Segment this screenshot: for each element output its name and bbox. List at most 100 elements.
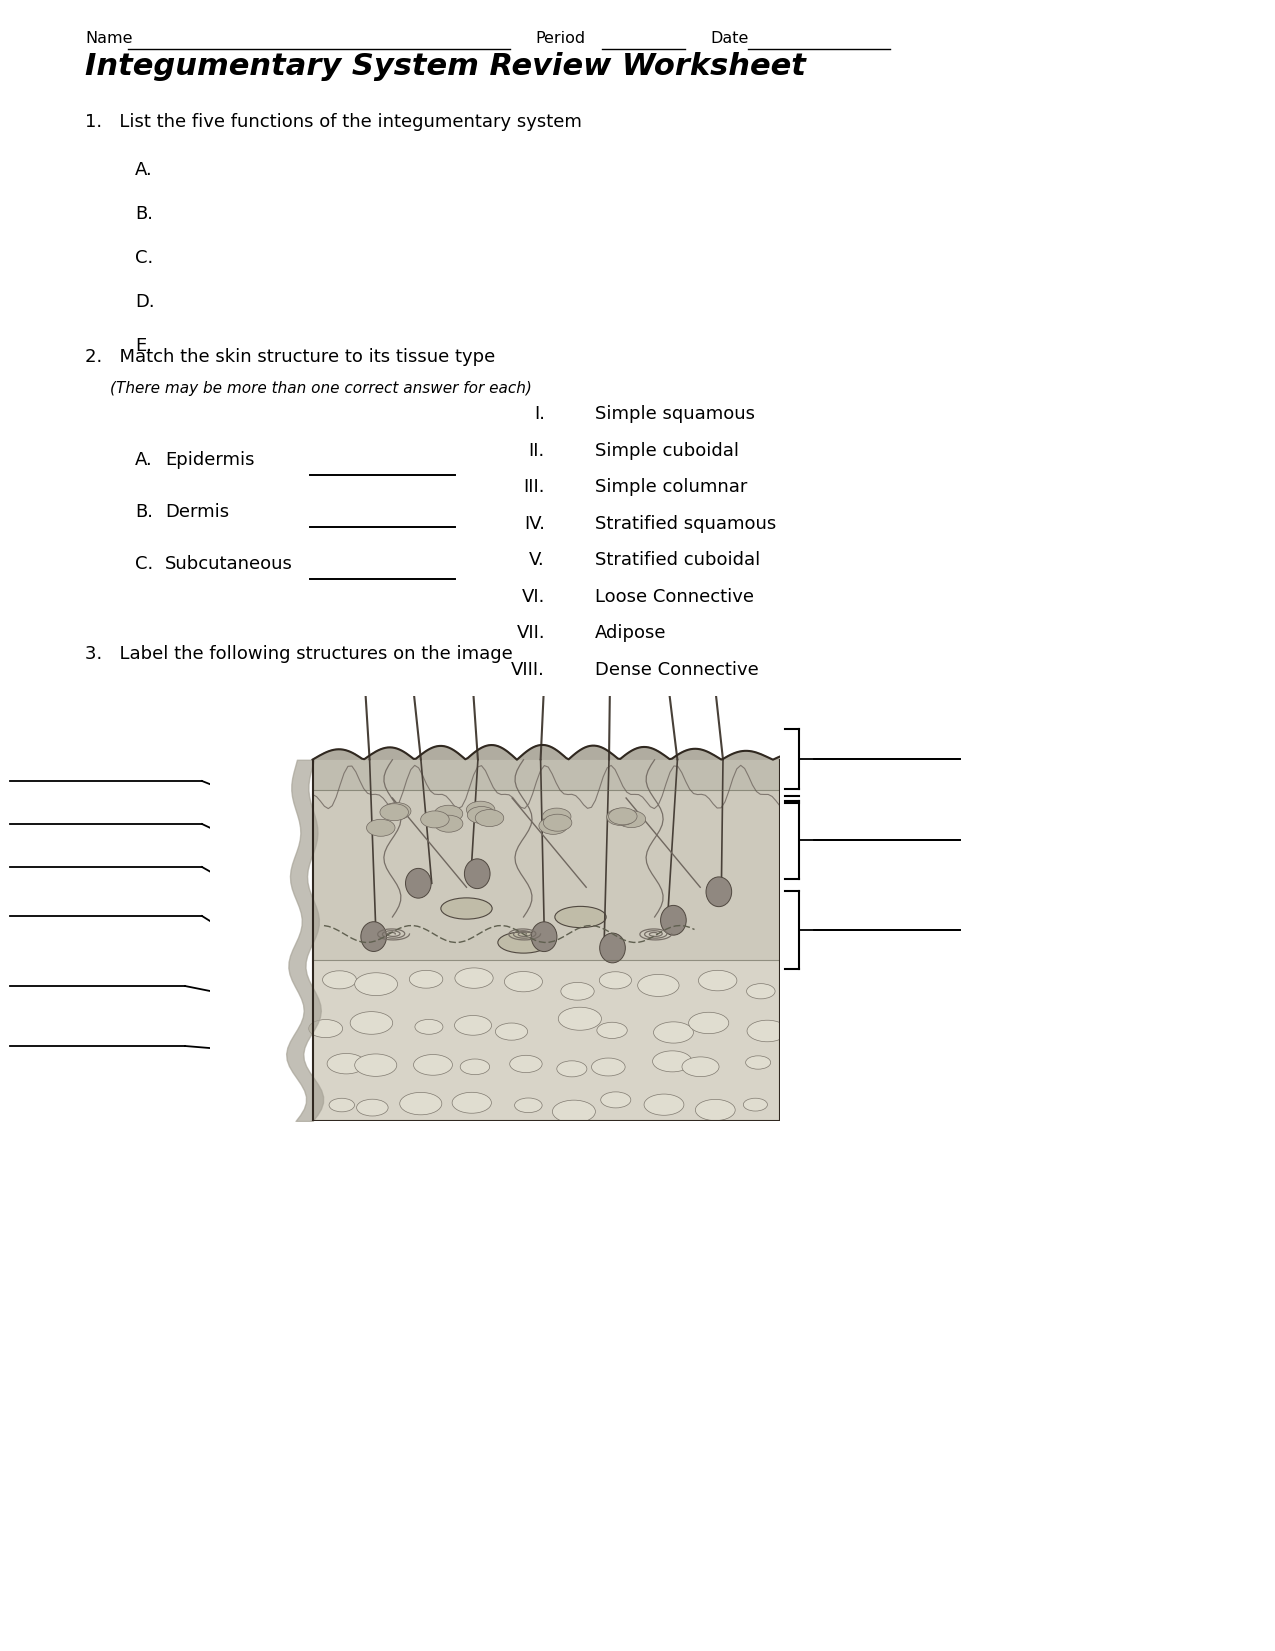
Bar xyxy=(312,789,780,959)
Text: VII.: VII. xyxy=(516,624,544,642)
Bar xyxy=(312,959,780,1121)
Polygon shape xyxy=(312,745,780,759)
Text: Loose Connective: Loose Connective xyxy=(595,588,754,606)
Text: Stratified squamous: Stratified squamous xyxy=(595,515,776,533)
Ellipse shape xyxy=(400,1093,442,1114)
Ellipse shape xyxy=(599,972,631,989)
Text: Name: Name xyxy=(85,31,133,46)
Ellipse shape xyxy=(542,807,571,826)
Ellipse shape xyxy=(441,898,492,920)
Ellipse shape xyxy=(382,802,411,819)
Ellipse shape xyxy=(413,1055,453,1075)
Ellipse shape xyxy=(329,1098,354,1111)
Ellipse shape xyxy=(555,906,606,928)
Ellipse shape xyxy=(558,1007,602,1030)
Ellipse shape xyxy=(414,1019,442,1034)
Text: 3.   Label the following structures on the image: 3. Label the following structures on the… xyxy=(85,646,513,664)
Text: A.: A. xyxy=(135,451,153,469)
Ellipse shape xyxy=(476,809,504,827)
Ellipse shape xyxy=(682,1057,719,1076)
Ellipse shape xyxy=(467,801,495,819)
Ellipse shape xyxy=(354,1053,397,1076)
Text: D.: D. xyxy=(135,292,154,310)
Ellipse shape xyxy=(351,1012,393,1034)
Ellipse shape xyxy=(695,1100,736,1121)
Ellipse shape xyxy=(532,921,557,951)
Ellipse shape xyxy=(597,1022,627,1038)
Ellipse shape xyxy=(510,1055,542,1073)
Text: Dermis: Dermis xyxy=(164,504,230,522)
Ellipse shape xyxy=(505,971,542,992)
Ellipse shape xyxy=(496,1024,528,1040)
Text: III.: III. xyxy=(524,479,544,495)
Ellipse shape xyxy=(380,804,408,821)
Text: VIII.: VIII. xyxy=(511,660,544,679)
Ellipse shape xyxy=(515,1098,542,1113)
Ellipse shape xyxy=(454,1015,492,1035)
Ellipse shape xyxy=(644,1095,683,1116)
Ellipse shape xyxy=(660,905,686,934)
Text: Simple columnar: Simple columnar xyxy=(595,479,747,495)
Ellipse shape xyxy=(743,1098,768,1111)
Ellipse shape xyxy=(357,1100,388,1116)
Text: Adipose: Adipose xyxy=(595,624,667,642)
Ellipse shape xyxy=(354,972,398,996)
Ellipse shape xyxy=(464,859,490,888)
Ellipse shape xyxy=(460,1058,490,1075)
Text: I.: I. xyxy=(534,404,544,423)
Text: 2.   Match the skin structure to its tissue type: 2. Match the skin structure to its tissu… xyxy=(85,348,495,367)
Ellipse shape xyxy=(323,971,357,989)
Ellipse shape xyxy=(654,1022,694,1043)
Text: VI.: VI. xyxy=(521,588,544,606)
Ellipse shape xyxy=(561,982,594,1001)
Ellipse shape xyxy=(435,806,463,822)
Text: Integumentary System Review Worksheet: Integumentary System Review Worksheet xyxy=(85,51,806,81)
Ellipse shape xyxy=(539,817,567,834)
Text: V.: V. xyxy=(529,551,544,570)
Text: Period: Period xyxy=(536,31,585,46)
Ellipse shape xyxy=(607,809,635,826)
Ellipse shape xyxy=(599,933,625,963)
Ellipse shape xyxy=(405,868,431,898)
Text: Simple cuboidal: Simple cuboidal xyxy=(595,441,740,459)
Text: IV.: IV. xyxy=(524,515,544,533)
Text: E.: E. xyxy=(135,337,152,355)
Ellipse shape xyxy=(601,1091,631,1108)
Ellipse shape xyxy=(366,819,395,837)
Text: Date: Date xyxy=(710,31,748,46)
Ellipse shape xyxy=(435,816,463,832)
Ellipse shape xyxy=(497,931,550,953)
Ellipse shape xyxy=(608,807,638,826)
Ellipse shape xyxy=(468,807,496,824)
Ellipse shape xyxy=(617,811,645,827)
Text: A.: A. xyxy=(135,162,153,178)
Ellipse shape xyxy=(557,1062,586,1076)
Ellipse shape xyxy=(653,1050,692,1071)
Text: Simple squamous: Simple squamous xyxy=(595,404,755,423)
Ellipse shape xyxy=(455,967,493,989)
Text: II.: II. xyxy=(529,441,544,459)
Text: Dense Connective: Dense Connective xyxy=(595,660,759,679)
Ellipse shape xyxy=(543,814,572,830)
Text: Epidermis: Epidermis xyxy=(164,451,255,469)
Ellipse shape xyxy=(746,1057,770,1070)
Ellipse shape xyxy=(421,811,449,827)
Ellipse shape xyxy=(328,1053,366,1073)
Ellipse shape xyxy=(638,974,680,997)
Text: Stratified cuboidal: Stratified cuboidal xyxy=(595,551,760,570)
Ellipse shape xyxy=(409,971,442,989)
Ellipse shape xyxy=(361,921,386,951)
Ellipse shape xyxy=(592,1058,625,1076)
Text: B.: B. xyxy=(135,205,153,223)
Ellipse shape xyxy=(453,1093,491,1113)
Ellipse shape xyxy=(699,971,737,991)
Text: (There may be more than one correct answer for each): (There may be more than one correct answ… xyxy=(110,381,532,396)
Text: B.: B. xyxy=(135,504,153,522)
Bar xyxy=(312,759,780,789)
Ellipse shape xyxy=(309,1020,343,1037)
Text: 1.   List the five functions of the integumentary system: 1. List the five functions of the integu… xyxy=(85,112,581,130)
Ellipse shape xyxy=(552,1100,595,1123)
Text: C.: C. xyxy=(135,249,153,267)
Ellipse shape xyxy=(747,984,775,999)
Text: C.: C. xyxy=(135,555,153,573)
